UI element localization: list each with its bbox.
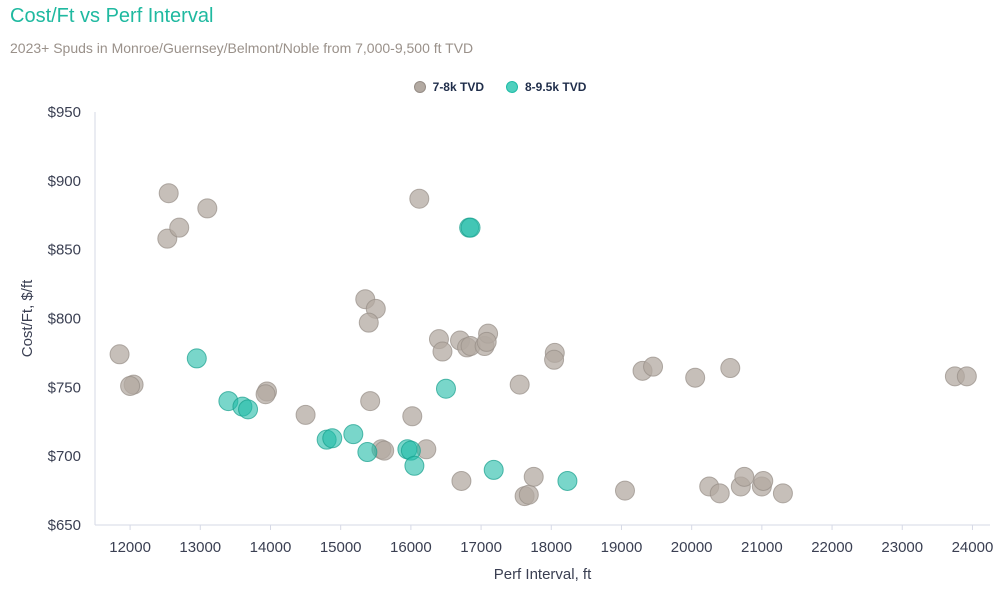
point-8-9-5k-tvd[interactable] (357, 442, 378, 463)
point-7-8k-tvd[interactable] (158, 183, 179, 204)
y-tick-label: $750 (48, 379, 81, 396)
point-7-8k-tvd[interactable] (109, 344, 130, 365)
point-7-8k-tvd[interactable] (451, 470, 472, 491)
x-tick-label: 16000 (390, 539, 432, 556)
point-7-8k-tvd[interactable] (544, 349, 565, 370)
y-tick-label: $900 (48, 173, 81, 190)
point-7-8k-tvd[interactable] (374, 440, 395, 461)
chart-subtitle: 2023+ Spuds in Monroe/Guernsey/Belmont/N… (10, 40, 474, 56)
point-8-9-5k-tvd[interactable] (557, 470, 578, 491)
y-tick-label: $650 (48, 517, 81, 534)
x-tick-label: 17000 (460, 539, 502, 556)
point-7-8k-tvd[interactable] (476, 331, 497, 352)
point-7-8k-tvd[interactable] (402, 406, 423, 427)
point-7-8k-tvd[interactable] (956, 366, 977, 387)
legend-swatch-8-9-5k (506, 81, 518, 93)
x-tick-label: 13000 (179, 539, 221, 556)
x-tick-label: 15000 (320, 539, 362, 556)
point-7-8k-tvd[interactable] (120, 375, 141, 396)
point-7-8k-tvd[interactable] (360, 391, 381, 412)
point-8-9-5k-tvd[interactable] (483, 459, 504, 480)
point-8-9-5k-tvd[interactable] (435, 378, 456, 399)
x-tick-label: 23000 (881, 539, 923, 556)
point-7-8k-tvd[interactable] (753, 470, 774, 491)
legend-item-7-8k[interactable]: 7-8k TVD (413, 80, 484, 94)
y-tick-label: $700 (48, 448, 81, 465)
point-8-9-5k-tvd[interactable] (343, 424, 364, 445)
data-points (109, 183, 977, 507)
point-7-8k-tvd[interactable] (772, 483, 793, 504)
y-tick-label: $850 (48, 242, 81, 259)
x-tick-label: 18000 (530, 539, 572, 556)
x-tick-label: 22000 (811, 539, 853, 556)
point-7-8k-tvd[interactable] (197, 198, 218, 219)
point-7-8k-tvd[interactable] (734, 466, 755, 487)
x-tick-label: 20000 (671, 539, 713, 556)
tick-labels: $650 $700 $750 $800 $850 $900 $950 12000 13000 14… (48, 104, 994, 556)
point-7-8k-tvd[interactable] (432, 341, 453, 362)
point-7-8k-tvd[interactable] (523, 466, 544, 487)
legend-label-8-9-5k: 8-9.5k TVD (525, 80, 587, 94)
point-8-9-5k-tvd[interactable] (404, 455, 425, 476)
y-axis-label: Cost/Ft, $/ft (19, 279, 36, 357)
point-8-9-5k-tvd[interactable] (238, 399, 259, 420)
point-7-8k-tvd[interactable] (295, 404, 316, 425)
point-7-8k-tvd[interactable] (509, 374, 530, 395)
point-7-8k-tvd[interactable] (409, 188, 430, 209)
point-7-8k-tvd[interactable] (518, 484, 539, 505)
x-tick-label: 24000 (952, 539, 994, 556)
point-7-8k-tvd[interactable] (720, 358, 741, 379)
point-7-8k-tvd[interactable] (709, 483, 730, 504)
y-axis-line-group (94, 112, 990, 526)
point-7-8k-tvd[interactable] (614, 480, 635, 501)
point-7-8k-tvd[interactable] (169, 217, 190, 238)
y-tick-label: $800 (48, 311, 81, 328)
x-tick-label: 12000 (109, 539, 151, 556)
point-7-8k-tvd[interactable] (643, 356, 664, 377)
point-7-8k-tvd[interactable] (358, 312, 379, 333)
point-8-9-5k-tvd[interactable] (460, 217, 481, 238)
x-tick-label: 19000 (601, 539, 643, 556)
point-8-9-5k-tvd[interactable] (186, 348, 207, 369)
point-7-8k-tvd[interactable] (255, 384, 276, 405)
y-tick-label: $950 (48, 104, 81, 121)
point-8-9-5k-tvd[interactable] (322, 428, 343, 449)
x-tick-label: 14000 (250, 539, 292, 556)
x-tick-label: 21000 (741, 539, 783, 556)
legend-swatch-7-8k (413, 81, 426, 93)
legend: 7-8k TVD 8-9.5k TVD (0, 80, 1000, 94)
legend-item-8-9-5k[interactable]: 8-9.5k TVD (506, 80, 586, 94)
point-7-8k-tvd[interactable] (685, 367, 706, 388)
legend-label-7-8k: 7-8k TVD (432, 80, 484, 94)
x-axis-label: Perf Interval, ft (494, 566, 592, 583)
chart-title: Cost/Ft vs Perf Interval (10, 5, 214, 27)
